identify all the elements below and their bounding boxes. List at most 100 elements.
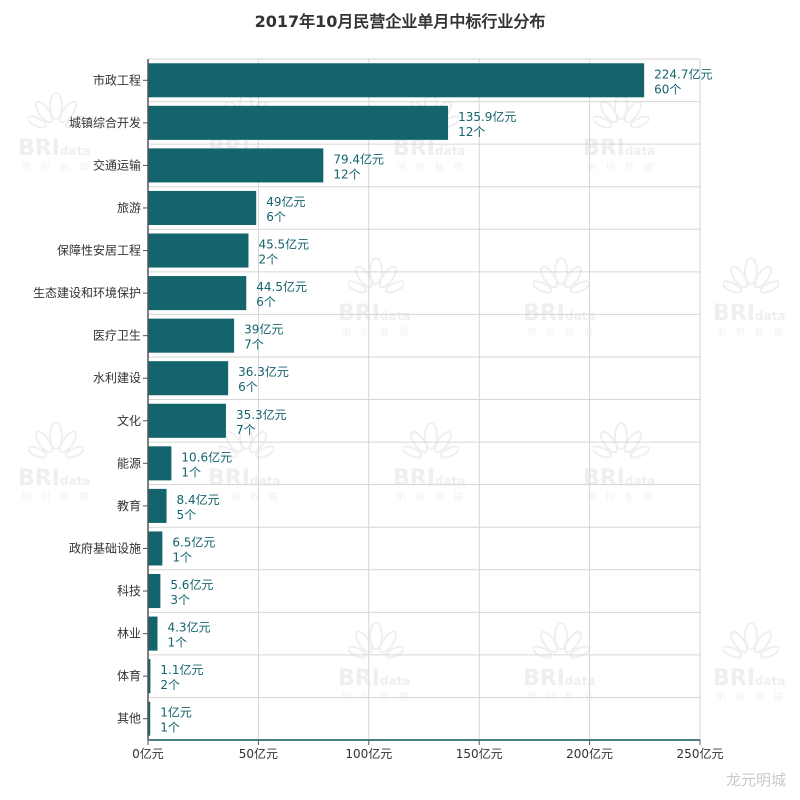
watermark-cn: 明树数据 bbox=[342, 328, 419, 338]
data-label-value: 10.6亿元 bbox=[181, 449, 232, 464]
watermark-cn: 明树数据 bbox=[212, 493, 289, 503]
tree-icon bbox=[403, 422, 459, 459]
watermark-brand-suffix: data bbox=[379, 309, 411, 323]
data-label-count: 7个 bbox=[244, 338, 264, 352]
bars bbox=[148, 63, 645, 736]
watermark-logo: BRIdata 明树数据 bbox=[705, 620, 797, 703]
watermark-brand: BRIdata bbox=[393, 136, 466, 161]
watermark-brand: BRIdata bbox=[713, 666, 786, 691]
category-label: 能源 bbox=[117, 456, 141, 470]
watermark-brand: BRIdata bbox=[523, 666, 596, 691]
data-label-count: 6个 bbox=[266, 210, 286, 224]
data-label-count: 1个 bbox=[167, 636, 187, 650]
data-label-value: 1.1亿元 bbox=[160, 662, 203, 677]
bar bbox=[148, 616, 158, 651]
data-label-value: 224.7亿元 bbox=[654, 66, 712, 81]
watermark-cn: 明树数据 bbox=[587, 163, 664, 173]
data-label-value: 39亿元 bbox=[244, 322, 283, 337]
data-label-count: 60个 bbox=[654, 82, 681, 96]
watermark-brand: BRIdata bbox=[523, 301, 596, 326]
category-label: 保障性安居工程 bbox=[57, 243, 141, 258]
x-tick-label: 100亿元 bbox=[345, 746, 392, 761]
bar bbox=[148, 531, 163, 566]
data-label-value: 135.9亿元 bbox=[458, 109, 516, 124]
watermark-brand: BRIdata bbox=[18, 466, 91, 491]
data-label-count: 1个 bbox=[172, 550, 192, 564]
data-label-value: 45.5亿元 bbox=[258, 237, 309, 252]
data-label-value: 79.4亿元 bbox=[333, 151, 384, 166]
category-label: 医疗卫生 bbox=[93, 329, 141, 343]
tree-icon bbox=[593, 92, 649, 129]
source-watermark: 龙元明城 bbox=[725, 771, 786, 789]
bar bbox=[148, 105, 449, 140]
category-label: 城镇综合开发 bbox=[69, 115, 141, 130]
category-label: 体育 bbox=[117, 668, 141, 683]
bar bbox=[148, 318, 235, 353]
bar bbox=[148, 701, 151, 736]
watermark-brand-suffix: data bbox=[379, 674, 411, 688]
watermark-cn: 明树数据 bbox=[527, 328, 604, 338]
watermark-cn: 明树数据 bbox=[22, 163, 99, 173]
category-label: 交通运输 bbox=[93, 157, 141, 172]
data-label-count: 7个 bbox=[236, 423, 256, 437]
watermark-cn: 明树数据 bbox=[342, 693, 419, 703]
data-label-value: 35.3亿元 bbox=[236, 407, 287, 422]
category-label: 其他 bbox=[117, 712, 141, 726]
data-label-count: 12个 bbox=[333, 167, 360, 181]
watermark-cn: 明树数据 bbox=[397, 163, 474, 173]
data-label-value: 49亿元 bbox=[266, 194, 305, 209]
watermark-brand: BRIdata bbox=[338, 666, 411, 691]
data-label-value: 36.3亿元 bbox=[238, 364, 289, 379]
x-tick-label: 150亿元 bbox=[456, 746, 503, 761]
tree-icon bbox=[533, 622, 589, 659]
tree-icon bbox=[348, 257, 404, 294]
chart-title: 2017年10月民营企业单月中标行业分布 bbox=[254, 12, 546, 31]
x-tick-label: 0亿元 bbox=[132, 746, 164, 761]
watermark-brand-suffix: data bbox=[59, 144, 91, 158]
bar bbox=[148, 361, 229, 396]
watermark-logo: BRIdata 明树数据 bbox=[10, 90, 102, 173]
watermark-brand-suffix: data bbox=[59, 474, 91, 488]
watermark-brand-suffix: data bbox=[564, 309, 596, 323]
watermark-logo: BRIdata 明树数据 bbox=[330, 620, 422, 703]
watermark-cn: 明树数据 bbox=[587, 493, 664, 503]
data-label-value: 6.5亿元 bbox=[172, 534, 215, 549]
watermark-cn: 明树数据 bbox=[717, 328, 794, 338]
tree-icon bbox=[723, 622, 779, 659]
watermark-brand-suffix: data bbox=[754, 674, 786, 688]
watermark-brand-suffix: data bbox=[754, 309, 786, 323]
tree-icon bbox=[533, 257, 589, 294]
category-label: 林业 bbox=[117, 627, 141, 641]
tree-icon bbox=[218, 422, 274, 459]
x-tick-label: 50亿元 bbox=[239, 746, 278, 761]
category-label: 科技 bbox=[117, 584, 141, 598]
data-label-count: 6个 bbox=[256, 295, 276, 309]
bar bbox=[148, 574, 161, 609]
bar bbox=[148, 63, 645, 98]
watermark-logo: BRIdata 明树数据 bbox=[330, 255, 422, 338]
category-label: 政府基础设施 bbox=[69, 540, 141, 555]
x-tick-label: 200亿元 bbox=[566, 746, 613, 761]
data-label-value: 1亿元 bbox=[160, 705, 192, 720]
watermark-logo: BRIdata 明树数据 bbox=[10, 420, 102, 503]
category-label: 教育 bbox=[117, 498, 141, 513]
tree-icon bbox=[723, 257, 779, 294]
category-label: 生态建设和环境保护 bbox=[33, 285, 141, 300]
watermark-brand: BRIdata bbox=[18, 136, 91, 161]
watermark-logo: BRIdata 明树数据 bbox=[515, 620, 607, 703]
watermark-cn: 明树数据 bbox=[717, 693, 794, 703]
bar bbox=[148, 488, 167, 523]
watermark-brand-suffix: data bbox=[564, 674, 596, 688]
watermark-cn: 明树数据 bbox=[22, 493, 99, 503]
axes bbox=[143, 59, 701, 745]
tree-icon bbox=[593, 422, 649, 459]
watermark-brand: BRIdata bbox=[713, 301, 786, 326]
bar bbox=[148, 659, 151, 694]
data-label-value: 44.5亿元 bbox=[256, 279, 307, 294]
bar bbox=[148, 446, 172, 481]
data-label-count: 1个 bbox=[181, 465, 201, 479]
data-label-count: 2个 bbox=[160, 678, 180, 692]
bar bbox=[148, 190, 257, 225]
